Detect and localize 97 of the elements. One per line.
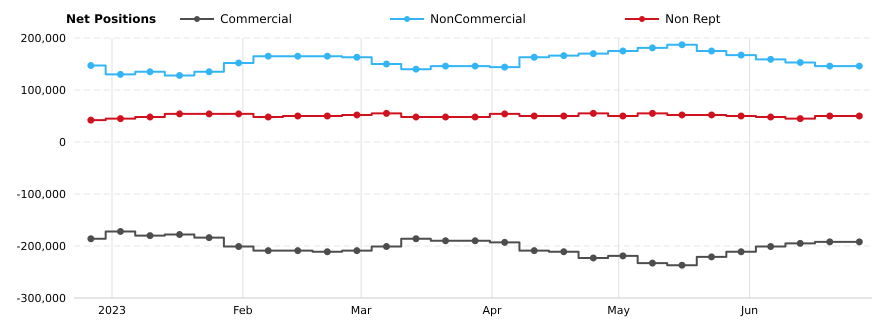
point [116,115,124,122]
legend-title: Net Positions [66,12,156,26]
point [146,114,154,121]
point [382,60,390,68]
point [501,110,508,118]
point [146,232,154,240]
y-tick-label: 100,000 [20,84,66,97]
point [353,111,360,118]
point [560,52,568,60]
point [826,238,834,246]
y-tick-label: -200,000 [16,240,66,253]
x-tick-label: Apr [482,304,502,317]
point [294,52,302,60]
point [176,72,184,79]
point [738,112,745,120]
point [294,247,302,254]
point [501,238,508,246]
point [294,112,302,120]
point [678,262,686,269]
point [708,48,716,54]
point [324,248,331,256]
point [856,238,863,246]
point [648,110,656,117]
point [678,41,686,48]
x-tick-label: May [607,304,631,317]
point [856,112,863,120]
point [738,52,745,59]
y-tick-label: -300,000 [16,292,66,305]
point [590,110,597,117]
point [146,68,154,76]
point [590,50,597,58]
point [116,70,124,78]
point [796,58,804,66]
point [442,62,450,70]
point [560,248,568,256]
point [206,110,213,118]
point [619,112,626,120]
point [530,247,538,254]
point [619,252,626,260]
point [353,247,360,254]
point [87,62,94,70]
point [708,253,716,260]
point [324,52,331,60]
point [353,54,360,61]
y-tick-label: 200,000 [20,32,66,45]
legend-label: NonCommercial [429,12,527,26]
point [382,243,390,250]
point [116,228,124,235]
point [708,111,716,118]
point [826,112,834,120]
point [235,243,242,250]
point [176,110,184,118]
point [382,110,390,117]
point [530,112,538,120]
point [87,116,94,124]
point [826,62,834,70]
point [442,237,450,244]
point [501,64,508,71]
point [648,44,656,52]
point [796,240,804,247]
point [590,254,597,262]
x-tick-label: Jun [740,304,758,317]
point [412,66,420,73]
point [264,114,272,121]
point [560,112,568,120]
point [767,243,774,250]
point [678,111,686,118]
point [412,235,420,242]
point [235,59,242,66]
point [796,115,804,122]
y-tick-label: 0 [59,136,66,149]
point [472,114,479,121]
point [206,68,213,76]
point [767,56,774,63]
point [206,234,213,242]
point [324,112,331,120]
point [472,237,479,244]
point [648,260,656,267]
point [442,114,450,121]
point [176,231,184,238]
x-tick-label: Mar [350,304,372,317]
point [619,48,626,54]
legend-label: Non Rept [664,12,722,26]
point [767,114,774,121]
x-tick-label: 2023 [98,304,126,317]
x-tick-label: Feb [233,304,253,317]
point [235,110,242,118]
y-tick-label: -100,000 [16,188,66,201]
point [856,62,863,70]
point [264,52,272,60]
point [738,248,745,256]
point [264,247,272,254]
legend-label: Commercial [219,12,293,26]
point [87,235,94,242]
point [530,54,538,61]
point [412,114,420,121]
point [472,62,479,70]
